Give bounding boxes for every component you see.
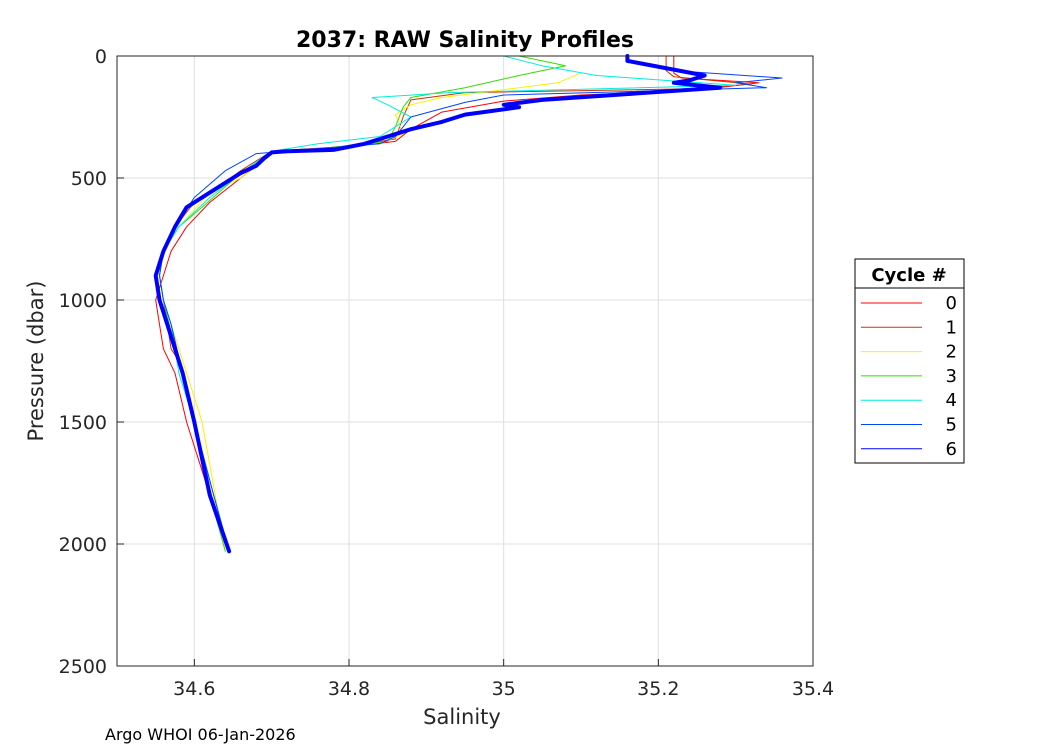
y-axis-label: Pressure (dbar)	[24, 281, 48, 442]
legend-label-cycle-4: 4	[946, 390, 957, 411]
x-tick-label: 35	[492, 678, 516, 700]
legend-label-cycle-2: 2	[946, 342, 957, 363]
y-tick-label: 2000	[59, 534, 107, 556]
x-axis-label: Salinity	[423, 705, 501, 729]
legend-label-cycle-3: 3	[946, 366, 957, 387]
y-tick-label: 1500	[59, 412, 107, 434]
x-tick-label: 35.4	[792, 678, 834, 700]
y-tick-label: 0	[95, 46, 107, 68]
x-tick-label: 34.8	[328, 678, 370, 700]
legend-items: 0 1 2 3 4 5 6	[861, 293, 957, 460]
legend: Cycle # 0 1 2 3 4 5 6	[854, 258, 965, 464]
legend-label-cycle-0: 0	[946, 293, 957, 314]
axis-ticks: 34.6 34.8 35 35.2 35.4 0 500 1000 1500 2000 2500	[59, 46, 835, 700]
legend-box	[854, 258, 965, 464]
legend-label-cycle-6: 6	[946, 439, 957, 460]
y-tick-label: 1000	[59, 290, 107, 312]
y-tick-label: 2500	[59, 656, 107, 678]
legend-label-cycle-5: 5	[946, 415, 957, 436]
chart-title: 2037: RAW Salinity Profiles	[296, 28, 634, 53]
y-tick-label: 500	[71, 168, 107, 190]
x-tick-label: 34.6	[173, 678, 215, 700]
series-lines	[153, 54, 783, 554]
series-line-cycle-6	[153, 54, 723, 554]
footer-credit: Argo WHOI 06-Jan-2026	[105, 725, 296, 744]
grid-lines	[117, 56, 813, 666]
legend-label-cycle-1: 1	[946, 317, 957, 338]
x-tick-label: 35.2	[637, 678, 679, 700]
plot-frame	[116, 55, 814, 667]
legend-title: Cycle #	[871, 265, 946, 286]
